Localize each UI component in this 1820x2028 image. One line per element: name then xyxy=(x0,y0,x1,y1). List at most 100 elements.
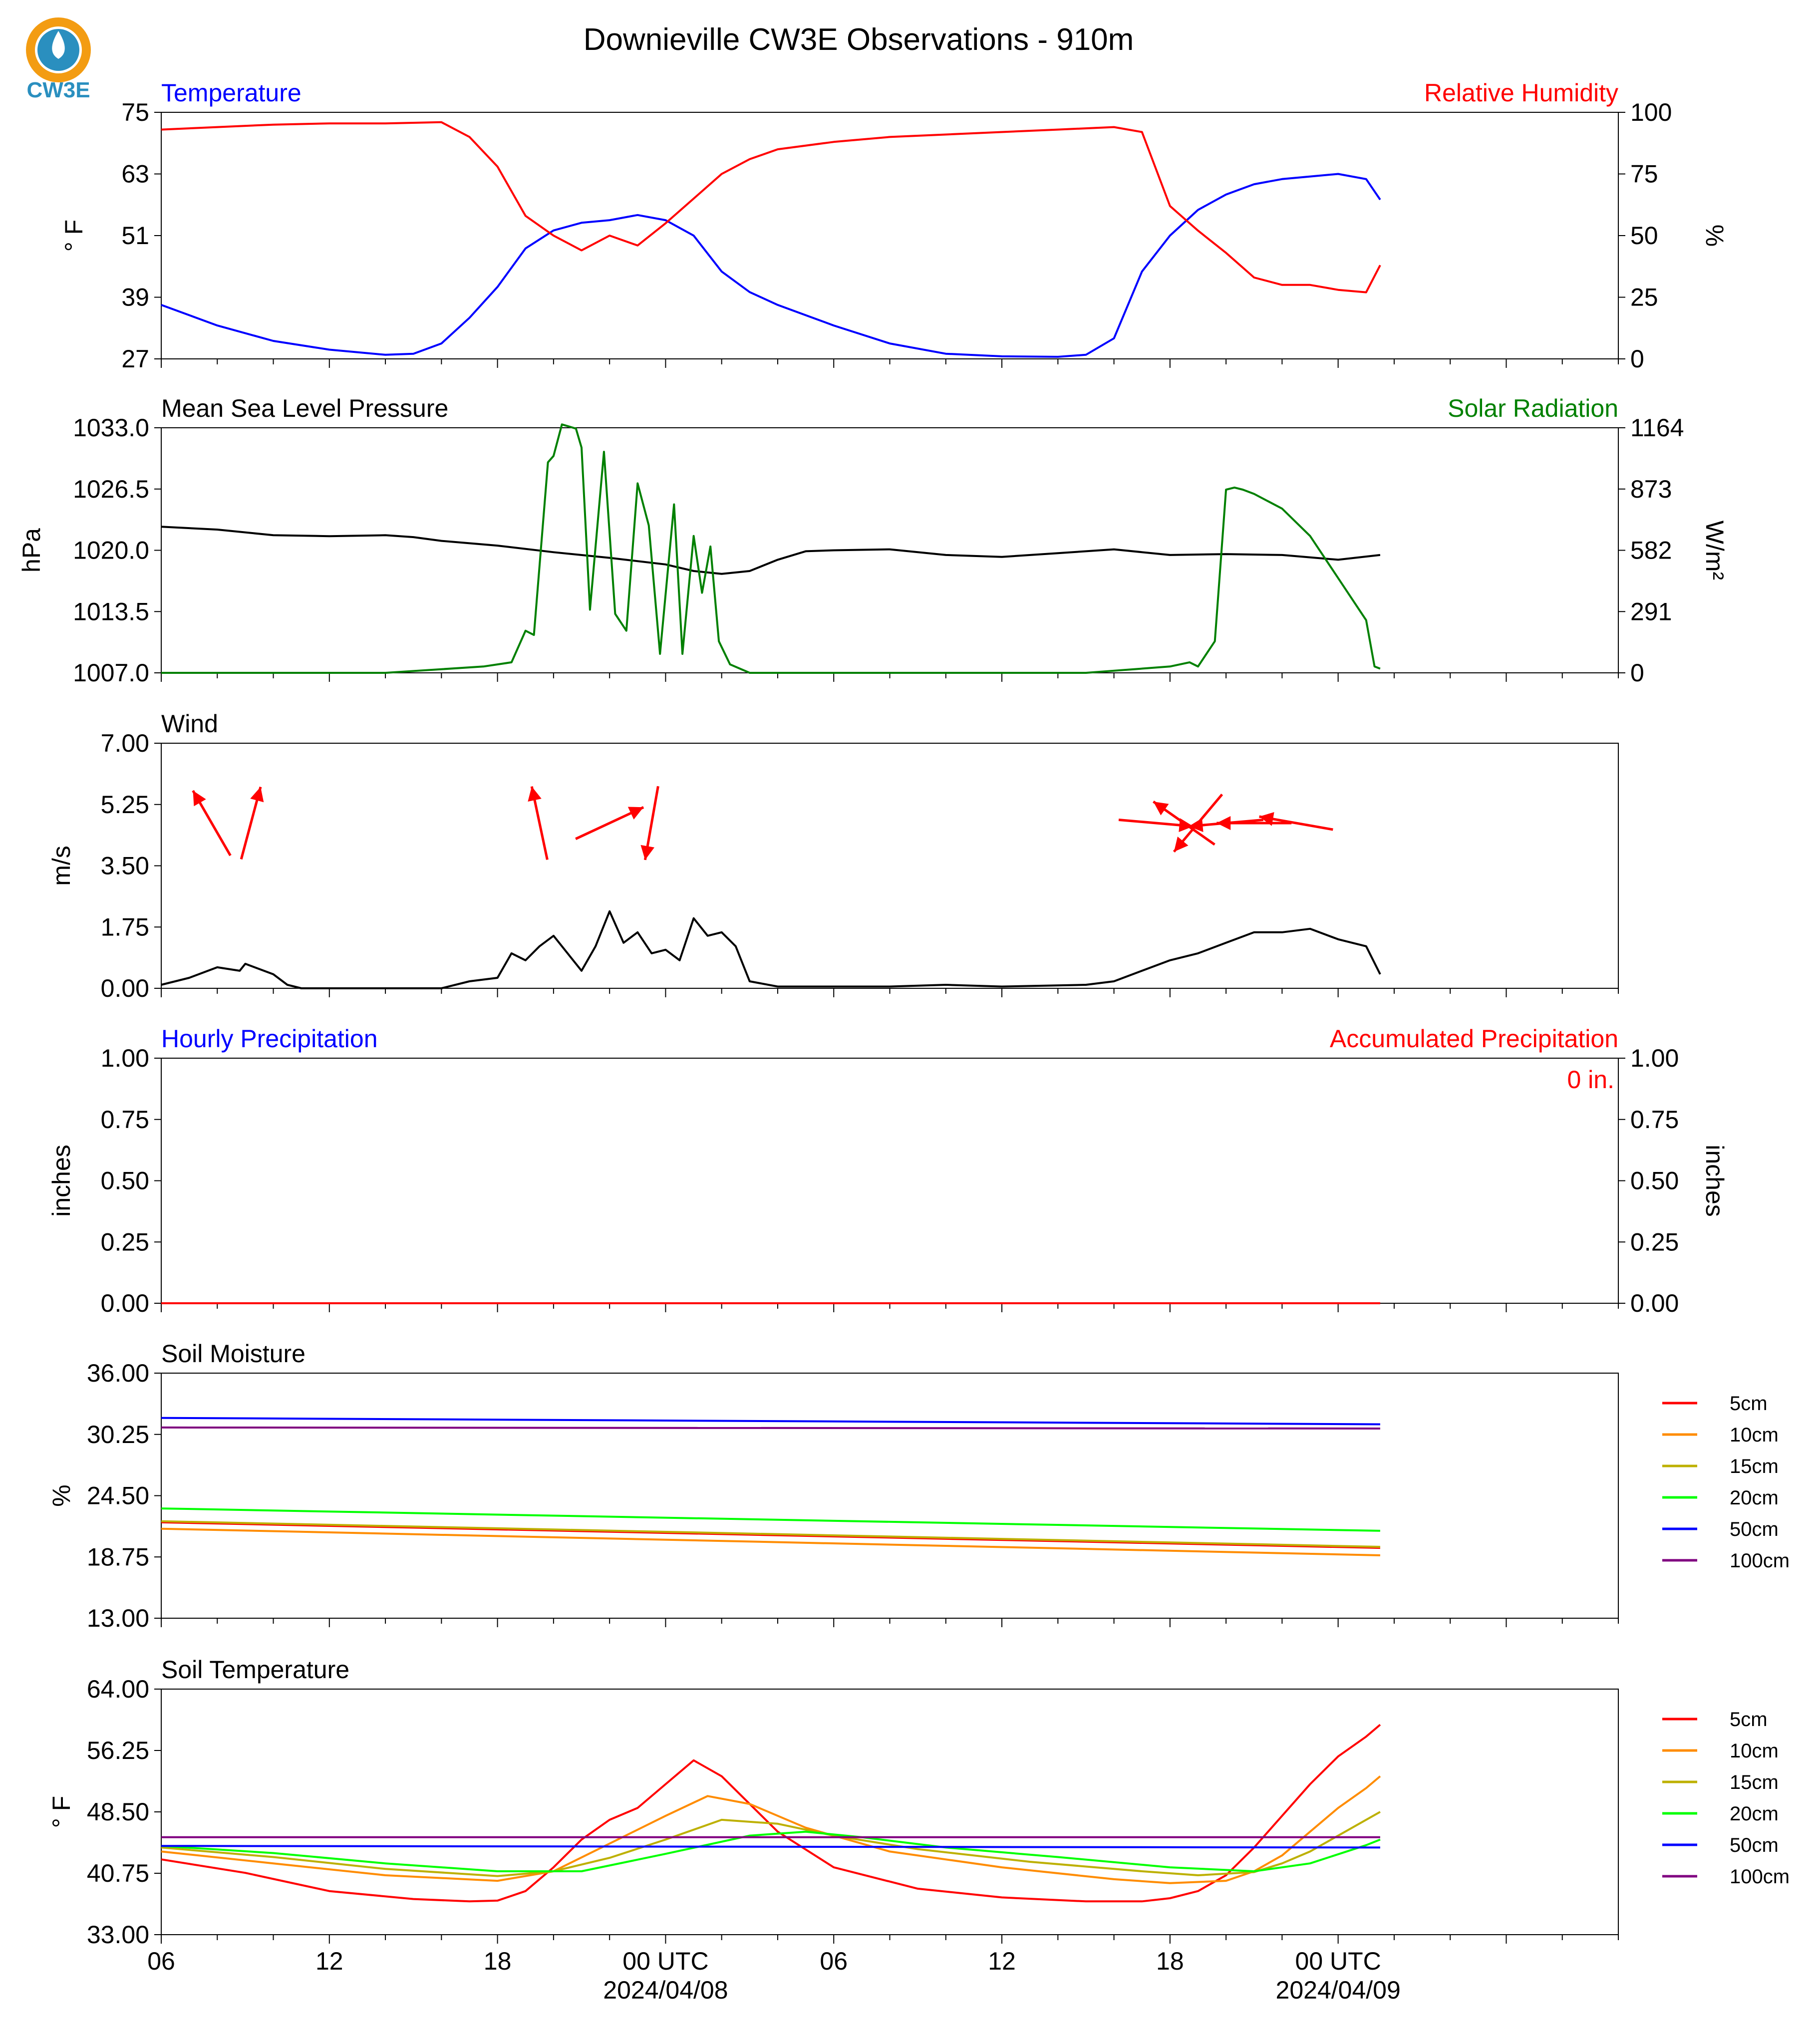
y-axis-label-right: inches xyxy=(1701,1145,1729,1217)
y-tick-label-right: 100 xyxy=(1630,98,1672,126)
y-tick-label-right: 0.00 xyxy=(1630,1289,1679,1317)
wind-arrow-head xyxy=(1259,812,1274,826)
panel-title-left: Soil Moisture xyxy=(161,1340,305,1368)
y-tick-label-right: 0.75 xyxy=(1630,1106,1679,1134)
wind-arrow-head xyxy=(528,786,542,802)
y-tick-label: 24.50 xyxy=(87,1482,149,1510)
panel-title-right: Solar Radiation xyxy=(1448,394,1618,422)
series-line-10cm xyxy=(161,1775,1381,1884)
legend-label: 100cm xyxy=(1730,1866,1790,1888)
series-line-15cm xyxy=(161,1520,1380,1548)
x-date-label: 2024/04/09 xyxy=(1276,1976,1401,2004)
panel-precip: Hourly Precipitation Accumulated Precipit… xyxy=(47,1025,1729,1317)
y-tick-label: 40.75 xyxy=(87,1859,149,1887)
series-line-mean-sea-level-pressure xyxy=(161,526,1381,575)
y-tick-label: 75 xyxy=(121,98,149,126)
y-tick-label: 1020.0 xyxy=(73,537,149,565)
y-tick-label: 13.00 xyxy=(87,1604,149,1632)
wind-arrow-head xyxy=(1174,837,1189,852)
y-tick-label: 33.00 xyxy=(87,1921,149,1949)
y-tick-label-right: 0 xyxy=(1630,345,1644,373)
panel-title-left: Temperature xyxy=(161,79,302,107)
legend-label: 50cm xyxy=(1730,1834,1779,1856)
series-line-10cm xyxy=(161,1527,1380,1556)
y-tick-label: 0.75 xyxy=(101,1106,149,1134)
y-tick-label: 0.25 xyxy=(101,1228,149,1256)
y-tick-label-right: 291 xyxy=(1630,597,1672,625)
panel-pressure_solar: Mean Sea Level Pressure Solar Radiation 10… xyxy=(17,394,1729,687)
y-tick-label: 64.00 xyxy=(87,1675,149,1703)
y-axis-label: m/s xyxy=(47,846,75,886)
legend-label: 20cm xyxy=(1730,1487,1779,1509)
y-tick-label-right: 1164 xyxy=(1630,414,1684,442)
logo-ring xyxy=(26,17,91,82)
x-date-label: 2024/04/08 xyxy=(603,1976,728,2004)
y-tick-label: 0.00 xyxy=(101,1289,149,1317)
series-line-solar-radiation xyxy=(161,423,1381,674)
y-tick-label: 30.25 xyxy=(87,1421,149,1449)
y-tick-label-right: 0.50 xyxy=(1630,1167,1679,1195)
y-tick-label-right: 75 xyxy=(1630,160,1658,188)
y-axis-label: inches xyxy=(47,1145,75,1217)
y-tick-label: 63 xyxy=(121,160,149,188)
y-tick-label-right: 582 xyxy=(1630,537,1672,565)
panel-title-left: Soil Temperature xyxy=(161,1656,349,1684)
y-tick-label: 1013.5 xyxy=(73,597,149,625)
y-axis-label-right: W/m² xyxy=(1701,521,1729,580)
x-tick-label: 06 xyxy=(820,1947,848,1975)
y-tick-label-right: 1.00 xyxy=(1630,1044,1679,1072)
y-axis-label: ° F xyxy=(60,220,88,252)
y-axis-label: ° F xyxy=(47,1796,75,1828)
panel-wind: Wind 0.00 1.75 3.50 5.25 7.00 m/s xyxy=(47,710,1619,1002)
y-tick-label: 5.25 xyxy=(101,791,149,819)
y-tick-label-right: 25 xyxy=(1630,284,1658,311)
series-line-50cm xyxy=(161,1845,1380,1849)
y-tick-label: 1026.5 xyxy=(73,475,149,503)
wind-arrow-head xyxy=(250,787,264,803)
panel-title-right: Relative Humidity xyxy=(1424,79,1618,107)
series-line-temperature xyxy=(161,173,1381,358)
wind-arrow-head xyxy=(627,807,644,820)
y-tick-label: 1.00 xyxy=(101,1044,149,1072)
x-tick-label: 18 xyxy=(484,1947,512,1975)
series-line-wind xyxy=(161,910,1381,989)
y-axis-label-right: % xyxy=(1701,225,1729,247)
series-line-20cm xyxy=(161,1830,1381,1872)
series-line-20cm xyxy=(161,1507,1380,1532)
x-tick-label: 12 xyxy=(988,1947,1016,1975)
wind-arrow-head xyxy=(1216,816,1231,830)
panels: Temperature Relative Humidity 27 39 51 63 75 0 2… xyxy=(17,79,1790,1949)
y-tick-label: 51 xyxy=(121,222,149,250)
wind-arrow-head xyxy=(1153,801,1169,816)
y-tick-label: 56.25 xyxy=(87,1737,149,1764)
legend-label: 10cm xyxy=(1730,1424,1779,1446)
y-tick-label: 18.75 xyxy=(87,1543,149,1571)
legend-label: 100cm xyxy=(1730,1550,1790,1572)
y-tick-label: 0.50 xyxy=(101,1167,149,1195)
legend-label: 50cm xyxy=(1730,1518,1779,1540)
y-tick-label-right: 0 xyxy=(1630,659,1644,687)
logo-text: CW3E xyxy=(26,78,90,102)
wind-arrow-head xyxy=(640,845,654,860)
y-tick-label-right: 0.25 xyxy=(1630,1228,1679,1256)
series-line-15cm xyxy=(161,1811,1381,1877)
precip-total-label: 0 in. xyxy=(1567,1066,1614,1094)
x-tick-label: 00 UTC xyxy=(622,1947,708,1975)
wind-arrow-head xyxy=(193,791,206,807)
panel-soil_moisture: Soil Moisture 13.00 18.75 24.50 30.25 36.00% 5… xyxy=(47,1340,1790,1632)
x-tick-label: 18 xyxy=(1156,1947,1184,1975)
wind-arrow-head xyxy=(1189,818,1204,833)
x-tick-label: 00 UTC xyxy=(1295,1947,1381,1975)
y-tick-label: 1033.0 xyxy=(73,414,149,442)
cw3e-logo: CW3E xyxy=(26,17,91,102)
panel-title-left: Wind xyxy=(161,710,218,738)
y-tick-label: 7.00 xyxy=(101,729,149,757)
y-tick-label: 3.50 xyxy=(101,852,149,880)
series-line-100cm xyxy=(161,1426,1380,1430)
y-tick-label: 27 xyxy=(121,345,149,373)
series-line-5cm xyxy=(161,1521,1380,1549)
legend-label: 5cm xyxy=(1730,1709,1768,1731)
